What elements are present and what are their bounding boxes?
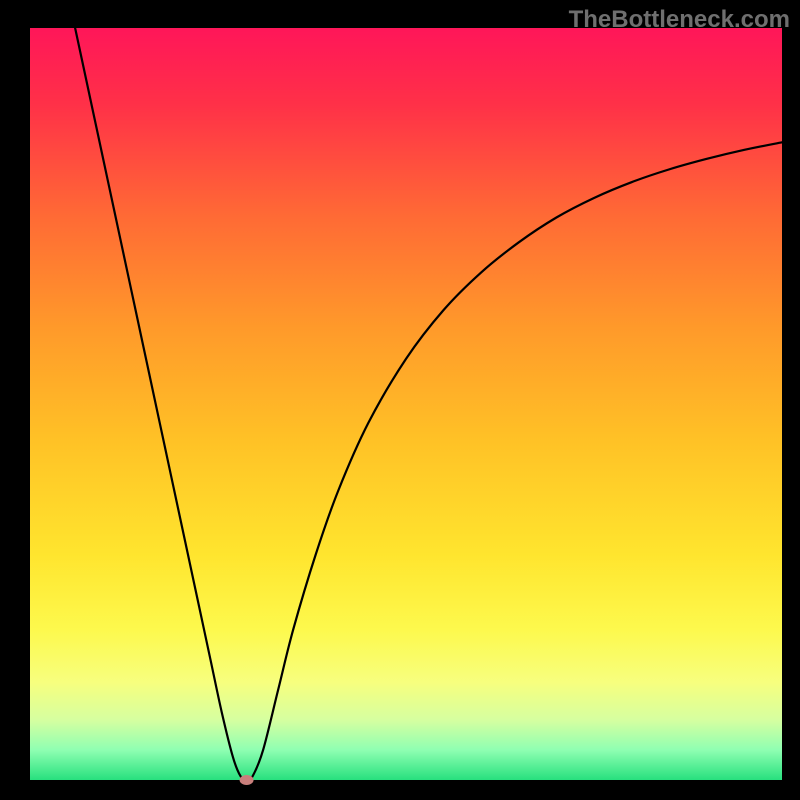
optimal-point-marker [240, 775, 254, 785]
chart-svg [0, 0, 800, 800]
plot-background [30, 28, 782, 780]
watermark-text: TheBottleneck.com [569, 6, 790, 34]
bottleneck-chart [0, 0, 800, 800]
